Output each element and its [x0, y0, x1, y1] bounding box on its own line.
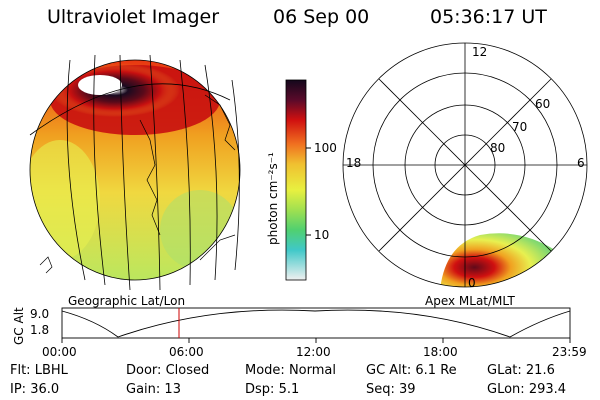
time-label: 05:36:17 UT: [430, 6, 547, 28]
info-ip: IP: 36.0: [10, 382, 59, 398]
info-door-value: Closed: [165, 363, 210, 378]
alt-tick-1-8: 1.8: [30, 323, 50, 337]
polar-caption: Apex MLat/MLT: [425, 294, 515, 308]
info-gcalt-label: GC Alt:: [366, 363, 412, 378]
mlt-label-6: 6: [577, 156, 585, 170]
info-gain: Gain: 13: [126, 382, 181, 398]
instrument-title: Ultraviolet Imager: [47, 6, 220, 28]
date-label: 06 Sep 00: [273, 6, 370, 28]
info-dsp-label: Dsp:: [245, 382, 275, 397]
info-ip-label: IP:: [10, 382, 27, 397]
info-dsp: Dsp: 5.1: [245, 382, 299, 398]
time-tick-2359: 23:59: [552, 345, 587, 359]
gc-alt-axis-label: GC Alt: [12, 307, 26, 345]
info-gcalt-value: 6.1 Re: [415, 363, 457, 378]
info-glon: GLon: 293.4: [487, 382, 566, 398]
info-glat-value: 21.6: [525, 363, 555, 378]
info-glon-label: GLon:: [487, 382, 525, 397]
info-seq: Seq: 39: [366, 382, 416, 398]
info-ip-value: 36.0: [30, 382, 60, 397]
info-seq-label: Seq:: [366, 382, 395, 397]
info-door: Door: Closed: [126, 363, 209, 379]
info-glat: GLat: 21.6: [487, 363, 555, 379]
time-tick-0000: 00:00: [42, 345, 77, 359]
time-tick-0600: 06:00: [169, 345, 204, 359]
lat-label-60: 60: [535, 97, 551, 111]
info-glon-value: 293.4: [528, 382, 567, 397]
info-flt-label: Flt:: [10, 363, 31, 378]
info-gcalt: GC Alt: 6.1 Re: [366, 363, 457, 379]
info-mode-value: Normal: [288, 363, 336, 378]
info-seq-value: 39: [399, 382, 416, 397]
alt-tick-9: 9.0: [30, 307, 50, 321]
lat-label-80: 80: [490, 141, 506, 155]
mlt-label-18: 18: [346, 156, 362, 170]
globe-caption: Geographic Lat/Lon: [68, 294, 186, 308]
lat-label-70: 70: [512, 120, 528, 134]
mlt-label-12: 12: [472, 45, 488, 59]
info-glat-label: GLat:: [487, 363, 522, 378]
colorbar-tick-10: 10: [314, 228, 330, 242]
info-flt-value: LBHL: [34, 363, 68, 378]
mlt-label-0: 0: [468, 276, 476, 290]
info-dsp-value: 5.1: [278, 382, 300, 397]
info-door-label: Door:: [126, 363, 162, 378]
time-tick-1800: 18:00: [423, 345, 458, 359]
colorbar-tick-100: 100: [314, 141, 337, 155]
info-mode-label: Mode:: [245, 363, 285, 378]
info-gain-value: 13: [164, 382, 181, 397]
info-gain-label: Gain:: [126, 382, 161, 397]
info-flt: Flt: LBHL: [10, 363, 68, 379]
time-tick-1200: 12:00: [296, 345, 331, 359]
info-mode: Mode: Normal: [245, 363, 336, 379]
